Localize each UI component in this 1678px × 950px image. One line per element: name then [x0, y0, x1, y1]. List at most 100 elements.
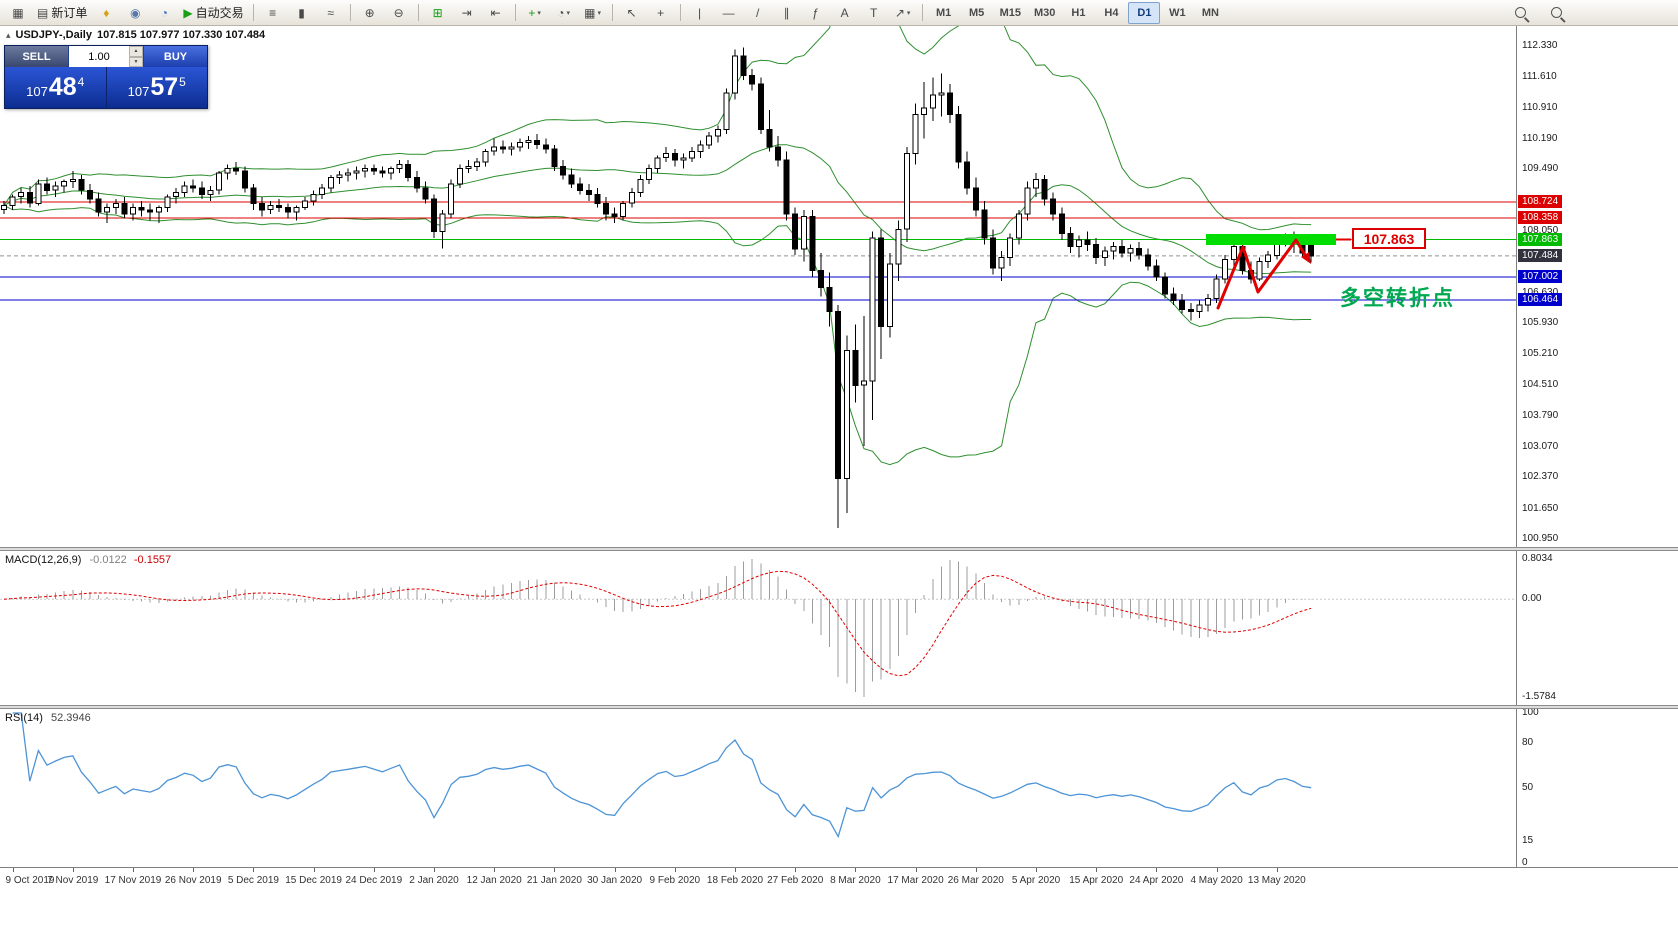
panel-splitter[interactable] [0, 547, 1678, 551]
quick-navigation-button[interactable] [1542, 2, 1570, 24]
one-click-collapse-icon[interactable]: ▴ [6, 29, 11, 40]
date-axis[interactable]: 9 Oct 2019 7 Nov 2019 17 Nov 2019 26 Nov 20… [0, 867, 1678, 950]
favorites-button[interactable]: ♦ [92, 2, 120, 24]
quick-search-icon [1514, 7, 1526, 18]
bid-price-chip: 107.484 [1518, 248, 1563, 262]
price-level-chip: 108.724 [1518, 195, 1563, 209]
date-tick [554, 868, 556, 872]
volume-input[interactable] [69, 46, 129, 67]
date-tick [855, 868, 857, 872]
fibonacci-button[interactable]: ƒ [802, 2, 830, 24]
zoom-in-button[interactable]: ⊕ [356, 2, 384, 24]
arrows-button[interactable]: ↗ ▾ [889, 2, 917, 24]
favorites-icon: ♦ [103, 5, 110, 20]
macd-panel[interactable]: MACD(12,26,9) -0.0122 -0.1557 [0, 551, 1516, 705]
bull-bear-turning-point-note[interactable]: 多空转折点 [1340, 287, 1455, 310]
timeframe-h1-button[interactable]: H1 [1071, 6, 1086, 19]
symbol-period-title: USDJPY-,Daily [15, 29, 92, 41]
new-chart-button[interactable]: ▦ [4, 2, 32, 24]
date-tick [434, 868, 435, 872]
new-order-button[interactable]: ▤ 新订单 [33, 2, 91, 24]
timeframe-m1-button[interactable]: M1 [935, 6, 952, 19]
panel-splitter[interactable] [0, 705, 1678, 709]
vertical-line-button[interactable]: | [686, 2, 714, 24]
macd-label: MACD(12,26,9) -0.0122 -0.1557 [5, 554, 171, 566]
line-chart-mode-button[interactable]: ≈ [317, 2, 345, 24]
caret-down-icon: ▾ [566, 9, 570, 17]
date-tick [12, 868, 14, 872]
sell-price-display[interactable]: 107 48 4 [5, 67, 106, 108]
volume-spinner: ▲ ▼ [129, 46, 143, 67]
date-label: 18 Feb 2020 [706, 875, 764, 886]
text-label-icon: T [869, 5, 878, 20]
auto-scroll-button[interactable]: ⇥ [453, 2, 481, 24]
rsi-plot-area[interactable] [0, 709, 1516, 867]
toolbar-separator [921, 4, 923, 21]
price-axis[interactable]: 112.330 111.610 110.910 110.190 109.490 108.0… [1516, 25, 1678, 868]
quick-search-button[interactable] [1506, 2, 1534, 24]
indicators-button[interactable]: + ▾ [521, 2, 549, 24]
bar-chart-mode-icon: ≡ [269, 5, 277, 20]
date-label: 5 Apr 2020 [1011, 875, 1061, 886]
buy-price-display[interactable]: 107 57 5 [105, 67, 208, 108]
volume-decrease-button[interactable]: ▼ [129, 56, 143, 67]
text-icon: A [840, 5, 849, 20]
price-axis-label: 103.790 [1522, 409, 1559, 421]
equidistant-channel-button[interactable]: ∥ [773, 2, 801, 24]
timeframe-mn-button[interactable]: MN [1201, 6, 1219, 19]
date-label: 8 Mar 2020 [830, 875, 881, 886]
price-axis-label: 100.950 [1522, 533, 1559, 544]
timeframe-m5-button[interactable]: M5 [968, 6, 985, 19]
date-tick [373, 868, 375, 872]
buy-button[interactable]: BUY [144, 46, 207, 67]
timeframe-m15-button[interactable]: M15 [999, 6, 1022, 19]
cursor-button[interactable]: ↖ [618, 2, 646, 24]
bar-chart-mode-button[interactable]: ≡ [259, 2, 287, 24]
tile-windows-button[interactable]: ⊞ [424, 2, 452, 24]
autotrading-button[interactable]: ▶ 自动交易 [179, 2, 247, 24]
trendline-button[interactable]: / [744, 2, 772, 24]
chart-shift-button[interactable]: ⇤ [482, 2, 510, 24]
candle-chart-mode-button[interactable]: ▮ [288, 2, 316, 24]
crosshair-button[interactable]: + [647, 2, 675, 24]
line-chart-mode-icon: ≈ [327, 5, 334, 20]
date-tick [1156, 868, 1158, 872]
rsi-panel[interactable]: RSI(14) 52.3946 [0, 709, 1516, 867]
macd-name: MACD(12,26,9) [5, 554, 82, 566]
community-button[interactable]: ◔ [150, 2, 178, 24]
resistance-price-callout[interactable]: 107.863 [1352, 228, 1426, 249]
timeframe-d1-button[interactable]: D1 [1128, 1, 1161, 24]
profile-button[interactable]: ◉ [121, 2, 149, 24]
chart-plot-area[interactable] [0, 25, 1516, 547]
caret-down-icon: ▾ [537, 9, 541, 17]
autotrading-label: 自动交易 [195, 6, 244, 20]
price-level-chip: 108.358 [1518, 211, 1563, 225]
trend-arrow-annotation[interactable] [1216, 238, 1311, 310]
macd-plot-area[interactable] [0, 551, 1516, 705]
resistance-highlight-bar[interactable] [1206, 234, 1336, 245]
main-chart-panel[interactable]: ▴ USDJPY-,Daily 107.815 107.977 107.330 … [0, 25, 1516, 547]
date-label: 26 Mar 2020 [947, 875, 1004, 886]
price-axis-label: 105.210 [1522, 348, 1559, 360]
date-tick [1276, 868, 1278, 872]
periods-button[interactable]: ◔ ▾ [550, 2, 578, 24]
text-button[interactable]: A [831, 2, 859, 24]
zoom-out-button[interactable]: ⊖ [385, 2, 413, 24]
toolbar-separator [611, 4, 613, 21]
rsi-axis-label: 100 [1522, 707, 1539, 718]
price-axis-label: 109.490 [1522, 163, 1559, 175]
volume-increase-button[interactable]: ▲ [129, 46, 143, 57]
timeframe-h4-button[interactable]: H4 [1104, 6, 1119, 19]
price-axis-label: 105.930 [1522, 317, 1559, 329]
templates-button[interactable]: ▦ ▾ [579, 2, 607, 24]
text-label-button[interactable]: T [860, 2, 888, 24]
date-tick [133, 868, 134, 872]
horizontal-line-button[interactable]: — [715, 2, 743, 24]
toolbar-separator [679, 4, 681, 21]
timeframe-w1-button[interactable]: W1 [1169, 6, 1186, 19]
tile-windows-icon: ⊞ [432, 5, 443, 20]
price-axis-label: 112.330 [1522, 40, 1558, 51]
sell-button[interactable]: SELL [5, 46, 68, 67]
timeframe-m30-button[interactable]: M30 [1034, 6, 1056, 19]
price-level-chip: 107.002 [1518, 269, 1563, 283]
